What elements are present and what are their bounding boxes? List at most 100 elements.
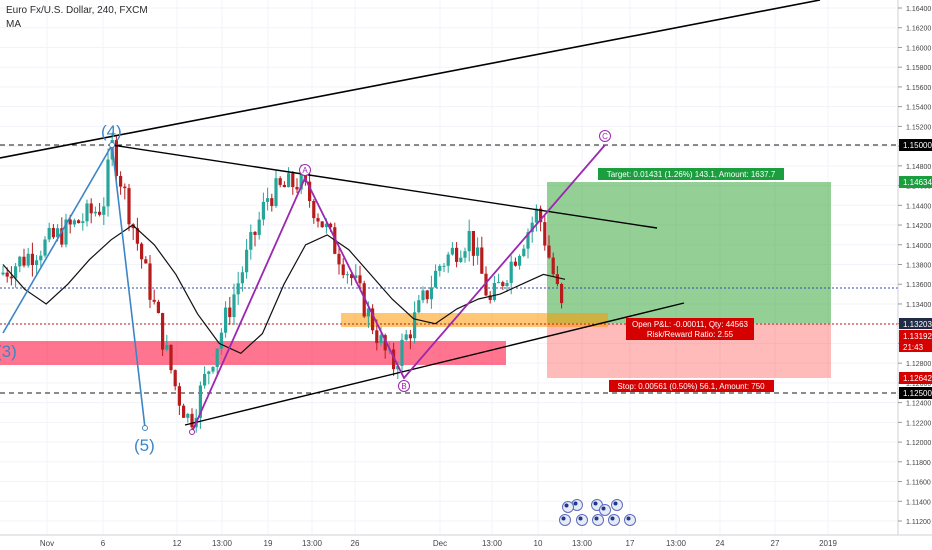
open-badge bbox=[899, 330, 932, 341]
wave-a-label: A bbox=[302, 166, 308, 175]
candle-body bbox=[329, 223, 333, 228]
candle-body bbox=[64, 219, 68, 245]
time-tick-label: 19 bbox=[264, 539, 273, 548]
candle-body bbox=[358, 275, 362, 284]
purple-wave-point bbox=[189, 429, 195, 435]
candle-body bbox=[308, 181, 312, 202]
time-tick-label: 27 bbox=[771, 539, 780, 548]
candle-body bbox=[509, 261, 513, 284]
event-flag-icon[interactable] bbox=[608, 514, 620, 526]
symbol-title[interactable]: Euro Fx/U.S. Dollar, 240, FXCM bbox=[6, 5, 148, 16]
time-tick-label: 13:00 bbox=[666, 539, 687, 548]
price-tick-label: 1.14800 bbox=[906, 164, 931, 171]
event-flag-icon[interactable] bbox=[611, 499, 623, 511]
price-axis[interactable]: 1.16400 1.16200 1.16000 1.15800 1.15600 1.154… bbox=[897, 0, 931, 535]
candle-body bbox=[463, 251, 467, 258]
candle-body bbox=[98, 211, 102, 215]
event-flag-dot bbox=[626, 516, 631, 521]
candle-body bbox=[18, 256, 22, 267]
candle-body bbox=[190, 413, 194, 428]
price-tick-label: 1.15400 bbox=[906, 105, 931, 112]
economic-events[interactable] bbox=[559, 499, 636, 526]
event-flag-icon[interactable] bbox=[592, 514, 604, 526]
event-flag-dot bbox=[613, 501, 618, 506]
time-tick-label: Dec bbox=[433, 539, 447, 548]
candle-body bbox=[102, 206, 106, 215]
time-tick-label: 6 bbox=[101, 539, 106, 548]
candle-body bbox=[60, 228, 64, 245]
candle-body bbox=[392, 349, 396, 370]
pl-label-box bbox=[626, 318, 754, 340]
candle-body bbox=[438, 265, 442, 271]
candle-body bbox=[455, 247, 459, 262]
event-flag-icon[interactable] bbox=[559, 514, 571, 526]
candle-body bbox=[413, 312, 417, 339]
triangle-lower-line bbox=[184, 302, 685, 426]
event-flag-dot bbox=[578, 516, 583, 521]
price-tick-label: 1.14200 bbox=[906, 223, 931, 230]
event-flag-icon[interactable] bbox=[624, 514, 636, 526]
candle-body bbox=[408, 334, 412, 339]
stop-badge bbox=[899, 372, 932, 384]
candle-body bbox=[43, 239, 47, 256]
candle-body bbox=[337, 253, 341, 265]
candle-body bbox=[148, 263, 152, 300]
candle-body bbox=[543, 222, 547, 246]
event-flag-icon[interactable] bbox=[599, 504, 611, 516]
candle-body bbox=[383, 335, 387, 351]
candle-body bbox=[77, 220, 81, 224]
wave-5-label: (5) bbox=[134, 436, 155, 455]
candle-body bbox=[320, 221, 324, 228]
event-flag-dot bbox=[561, 516, 566, 521]
current-badge bbox=[899, 318, 932, 329]
time-tick-label: 12 bbox=[173, 539, 182, 548]
candle-body bbox=[303, 171, 307, 182]
candle-body bbox=[400, 339, 404, 366]
price-tick-label: 1.14400 bbox=[906, 203, 931, 210]
stop-value: 1.12642 bbox=[903, 374, 932, 383]
candle-body bbox=[114, 140, 118, 176]
level-high-value: 1.15000 bbox=[903, 141, 932, 150]
time-tick-label: 13:00 bbox=[212, 539, 233, 548]
candle-body bbox=[152, 299, 156, 302]
price-tick-label: 1.13800 bbox=[906, 263, 931, 270]
candle-body bbox=[371, 308, 375, 331]
candle-body bbox=[182, 405, 186, 418]
time-axis[interactable]: Nov 6 12 13:00 19 13:00 26 Dec 13:00 10 13:00 17 13:… bbox=[0, 534, 932, 548]
event-flag-icon[interactable] bbox=[562, 501, 574, 513]
event-flag-icon[interactable] bbox=[576, 514, 588, 526]
ma-indicator-label[interactable]: MA bbox=[6, 19, 21, 30]
blue-wave-point bbox=[109, 142, 115, 148]
trendlines bbox=[0, 0, 821, 426]
candle-body bbox=[421, 290, 425, 301]
time-tick-label: 24 bbox=[716, 539, 725, 548]
candle-body bbox=[156, 301, 160, 314]
wave-a-circle bbox=[299, 164, 311, 176]
candle-body bbox=[539, 208, 543, 223]
candle-body bbox=[316, 218, 320, 222]
position-labels: Target: 0.01431 (1.26%) 143.1, Amount: 1… bbox=[598, 168, 784, 392]
blue-wave-point bbox=[142, 425, 148, 431]
candle-body bbox=[404, 334, 408, 340]
candle-body bbox=[127, 188, 131, 225]
candle-body bbox=[119, 175, 123, 187]
moving-average-line bbox=[2, 224, 566, 355]
candle-body bbox=[484, 273, 488, 296]
price-tick-label: 1.11600 bbox=[906, 480, 931, 487]
candle-body bbox=[551, 257, 555, 275]
time-tick-label: 26 bbox=[351, 539, 360, 548]
candle-body bbox=[450, 247, 454, 255]
purple-wave-path bbox=[191, 144, 606, 433]
candle-body bbox=[39, 255, 43, 261]
price-tick-label: 1.15200 bbox=[906, 124, 931, 131]
price-tick-label: 1.14000 bbox=[906, 243, 931, 250]
price-tick-label: 1.12800 bbox=[906, 361, 931, 368]
candle-body bbox=[492, 282, 496, 300]
time-tick-label: 13:00 bbox=[572, 539, 593, 548]
candle-body bbox=[324, 223, 328, 228]
candle-body bbox=[123, 186, 127, 189]
candle-body bbox=[375, 330, 379, 344]
candle-body bbox=[547, 245, 551, 258]
candle-body bbox=[530, 222, 534, 233]
